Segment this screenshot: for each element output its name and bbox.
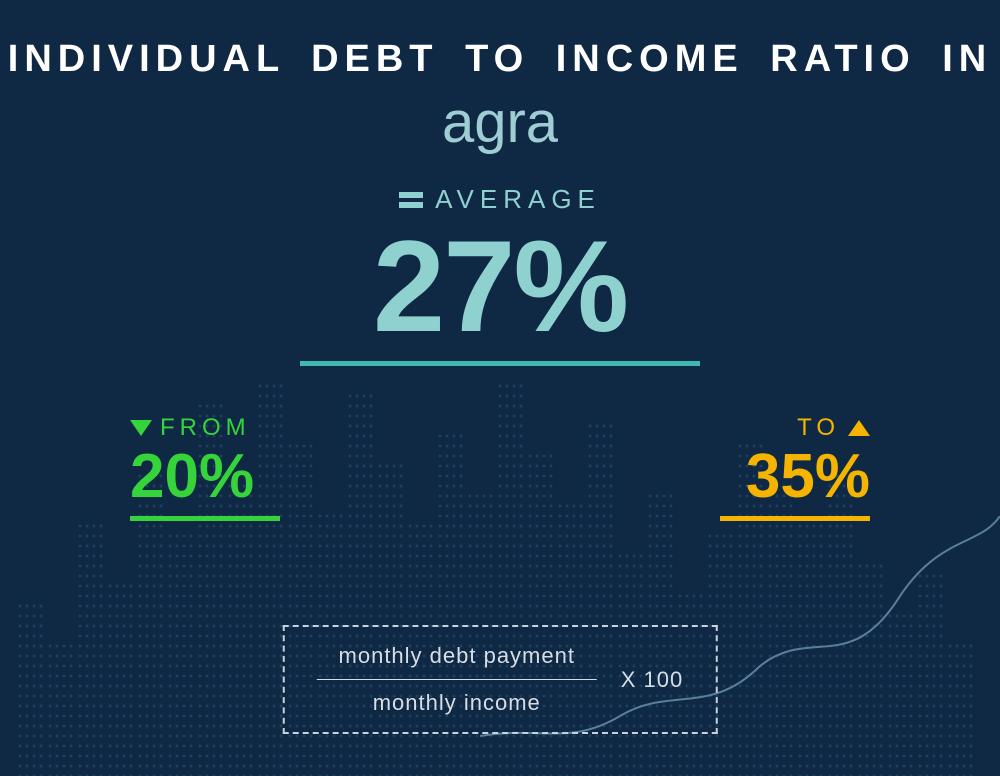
range-from: FROM 20% [130,414,280,521]
triangle-down-icon [130,420,152,436]
average-underline [300,361,700,366]
fraction-line [317,679,597,680]
from-value: 20% [130,446,280,508]
to-value: 35% [720,446,870,508]
title-line2: agra [0,89,1000,156]
average-block: AVERAGE 27% [0,184,1000,366]
range-row: FROM 20% TO 35% [0,414,1000,521]
average-label: AVERAGE [435,184,601,215]
to-underline [720,516,870,521]
range-to: TO 35% [720,414,870,521]
formula-denominator: monthly income [317,690,597,716]
from-underline [130,516,280,521]
equals-icon [399,192,423,208]
formula-multiplier: X 100 [621,667,684,693]
average-value: 27% [0,221,1000,351]
formula-numerator: monthly debt payment [317,643,597,669]
formula-box: monthly debt payment monthly income X 10… [283,625,718,734]
triangle-up-icon [848,420,870,436]
title-line1: INDIVIDUAL DEBT TO INCOME RATIO IN [0,0,1000,81]
to-label: TO [797,414,840,442]
from-label: FROM [160,414,251,442]
